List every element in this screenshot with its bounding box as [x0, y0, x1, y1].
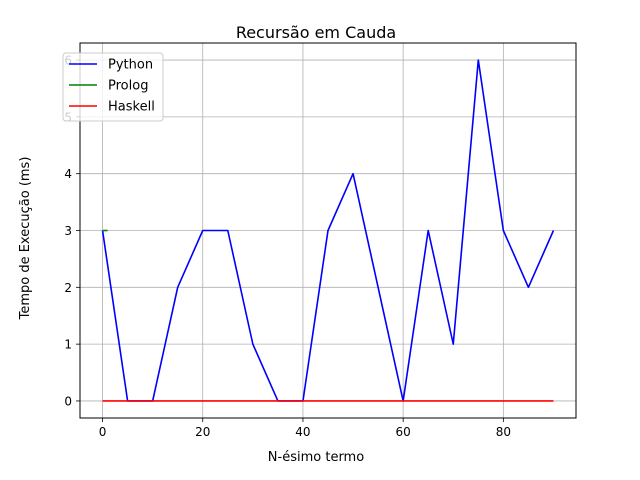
series-line-python	[101, 59, 555, 402]
legend-label-haskell: Haskell	[108, 100, 155, 115]
x-tick-label: 60	[396, 425, 411, 439]
x-tick-label: 0	[99, 425, 107, 439]
legend: Python Prolog Haskell	[62, 52, 164, 122]
legend-label-python: Python	[108, 58, 153, 73]
y-tick-label: 4	[64, 167, 72, 181]
chart-title: Recursão em Cauda	[236, 23, 396, 42]
x-tick-label: 80	[496, 425, 511, 439]
y-tick-label: 3	[64, 224, 72, 238]
legend-label-prolog: Prolog	[108, 79, 148, 94]
x-axis-label: N-ésimo termo	[268, 450, 364, 465]
legend-box	[62, 52, 164, 122]
y-tick-label: 0	[64, 394, 72, 408]
y-tick-label: 2	[64, 281, 72, 295]
y-axis-label: Tempo de Execução (ms)	[18, 157, 33, 321]
x-tick-label: 20	[195, 425, 210, 439]
x-tick-label: 40	[295, 425, 310, 439]
y-tick-label: 1	[64, 338, 72, 352]
plot-series	[101, 59, 555, 402]
